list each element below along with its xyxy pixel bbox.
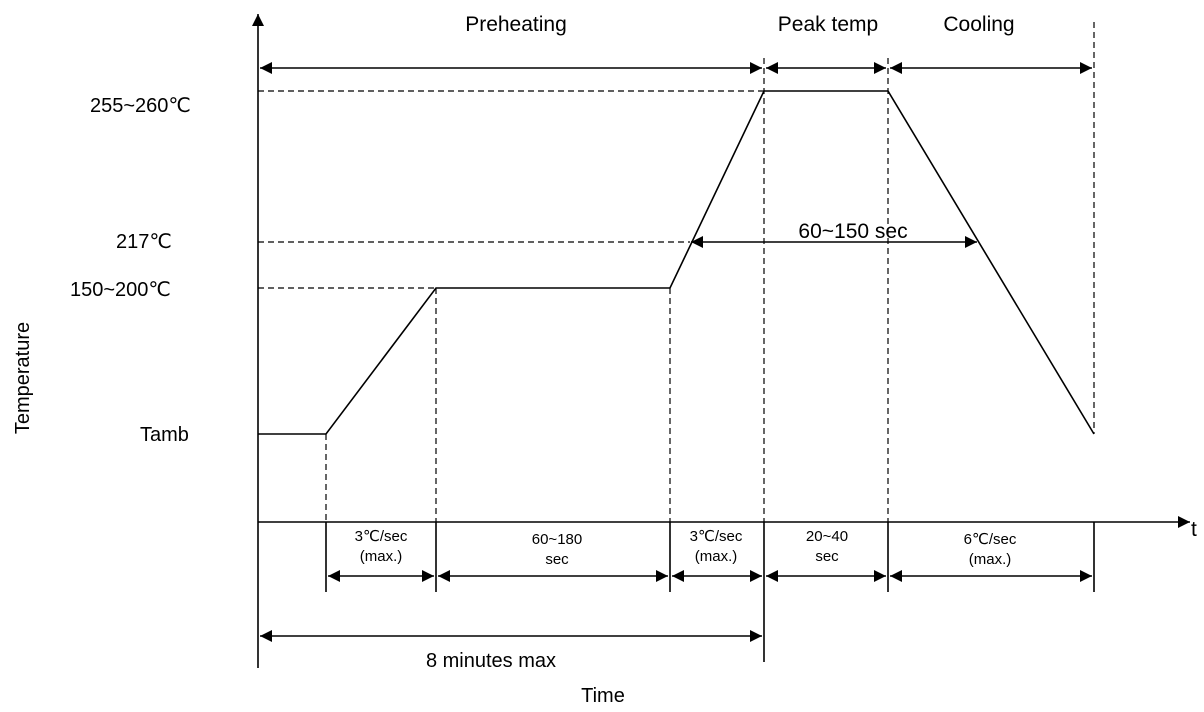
interval-1-line1: 3℃/sec	[355, 528, 408, 545]
peak-temp-label: Peak temp	[778, 13, 878, 36]
interval-5-line2: (max.)	[969, 551, 1012, 568]
interval-4-line1: 20~40	[806, 528, 848, 545]
y-axis-label: Temperature	[12, 322, 34, 434]
temperature-profile-curve	[258, 90, 1095, 435]
x-axis-end-label: t	[1191, 518, 1197, 541]
interval-3-line1: 3℃/sec	[690, 528, 743, 545]
peak-temp-value-label: 255~260℃	[90, 95, 191, 117]
interval-3-line2: (max.)	[695, 548, 738, 565]
interval-2-line2: sec	[545, 551, 569, 568]
cooling-label: Cooling	[943, 13, 1014, 36]
liquidus-temp-label: 217℃	[116, 231, 172, 253]
interval-5-line1: 6℃/sec	[964, 531, 1017, 548]
interval-4-line2: sec	[815, 548, 839, 565]
soak-temp-label: 150~200℃	[70, 279, 171, 301]
total-duration-label: 8 minutes max	[426, 650, 556, 672]
interval-2-line1: 60~180	[532, 531, 582, 548]
above-liquidus-label: 60~150 sec	[798, 220, 907, 243]
x-axis-label: Time	[581, 685, 625, 707]
preheating-label: Preheating	[465, 13, 567, 36]
ambient-temp-label: Tamb	[140, 424, 189, 446]
interval-1-line2: (max.)	[360, 548, 403, 565]
